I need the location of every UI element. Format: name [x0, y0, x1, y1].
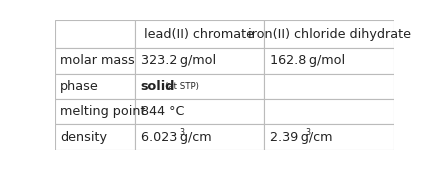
- Text: molar mass: molar mass: [60, 54, 134, 67]
- Text: (at STP): (at STP): [165, 82, 199, 91]
- Bar: [55, 99, 134, 124]
- Bar: [264, 48, 394, 74]
- Bar: [134, 48, 264, 74]
- Text: solid: solid: [141, 80, 175, 93]
- Bar: [264, 99, 394, 124]
- Text: phase: phase: [60, 80, 99, 93]
- Text: density: density: [60, 131, 107, 144]
- Text: 3: 3: [305, 128, 311, 137]
- Bar: [55, 124, 134, 150]
- Text: 6.023 g/cm: 6.023 g/cm: [141, 131, 211, 144]
- Text: 2.39 g/cm: 2.39 g/cm: [270, 131, 333, 144]
- Text: iron(II) chloride dihydrate: iron(II) chloride dihydrate: [248, 28, 411, 41]
- Bar: [55, 74, 134, 99]
- Text: 3: 3: [180, 128, 185, 137]
- Bar: [264, 20, 394, 48]
- Bar: [134, 124, 264, 150]
- Bar: [134, 20, 264, 48]
- Text: 844 °C: 844 °C: [141, 105, 184, 118]
- Bar: [264, 124, 394, 150]
- Bar: [55, 48, 134, 74]
- Text: melting point: melting point: [60, 105, 145, 118]
- Bar: [55, 20, 134, 48]
- Text: 323.2 g/mol: 323.2 g/mol: [141, 54, 216, 67]
- Bar: [264, 74, 394, 99]
- Text: lead(II) chromate: lead(II) chromate: [145, 28, 254, 41]
- Text: 162.8 g/mol: 162.8 g/mol: [270, 54, 346, 67]
- Bar: [134, 99, 264, 124]
- Bar: [134, 74, 264, 99]
